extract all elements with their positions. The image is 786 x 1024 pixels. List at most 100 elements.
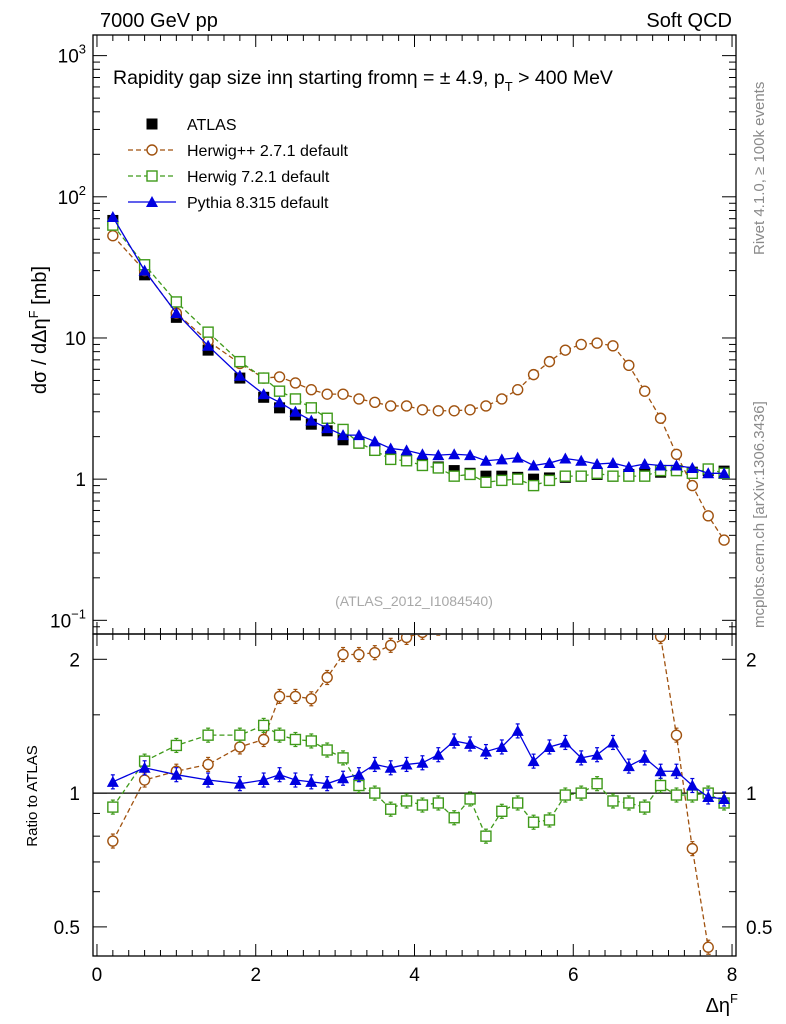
data-point-pythia-8-315-default [321, 777, 334, 789]
data-point-pythia-8-315-default [638, 458, 651, 470]
legend-label: Herwig++ 2.7.1 default [187, 143, 349, 160]
data-point-herwig-2-7-1-default [432, 405, 445, 417]
data-point-herwig-2-7-1-default [353, 393, 365, 405]
data-point-herwig-2-7-1-default [511, 384, 524, 396]
data-point-pythia-8-315-default [432, 449, 445, 461]
data-point-herwig-7-2-1-default [623, 797, 635, 809]
legend-item-herwig-7-2-1-default: Herwig 7.2.1 default [128, 169, 330, 186]
data-point-pythia-8-315-default [702, 790, 715, 802]
data-point-pythia-8-315-default [233, 777, 246, 789]
data-point-atlas [528, 473, 540, 485]
data-point-herwig-2-7-1-default [702, 941, 714, 953]
data-point-herwig-2-7-1-default [448, 405, 460, 417]
data-point-pythia-8-315-default [138, 761, 151, 773]
data-point-pythia-8-315-default [305, 775, 318, 787]
legend-item-atlas: ATLAS [146, 117, 237, 134]
data-point-herwig-2-7-1-default [480, 400, 492, 412]
legend-item-herwig-2-7-1-default: Herwig++ 2.7.1 default [128, 143, 349, 160]
data-point-herwig-7-2-1-default [670, 789, 683, 801]
data-point-herwig-2-7-1-default [321, 671, 333, 684]
data-point-herwig-7-2-1-default [289, 393, 302, 405]
series-herwig-2-7-1-default [107, 600, 714, 955]
data-point-herwig-7-2-1-default [273, 385, 286, 397]
data-point-pythia-8-315-default [686, 461, 699, 473]
data-point-herwig-2-7-1-default [591, 337, 603, 349]
data-point-herwig-7-2-1-default [337, 752, 349, 764]
legend-label: Herwig 7.2.1 default [187, 169, 330, 186]
data-point-atlas [274, 402, 286, 414]
data-point-herwig-2-7-1-default [107, 230, 119, 242]
data-point-pythia-8-315-default [622, 460, 635, 472]
data-point-pythia-8-315-default [170, 307, 183, 319]
data-point-pythia-8-315-default [654, 765, 667, 777]
data-point-herwig-2-7-1-default [289, 690, 302, 703]
data-point-herwig-2-7-1-default [305, 384, 318, 396]
data-point-pythia-8-315-default [702, 467, 715, 479]
data-point-pythia-8-315-default [495, 453, 508, 465]
data-point-herwig-7-2-1-default [432, 462, 445, 474]
data-point-pythia-8-315-default [511, 451, 524, 463]
data-point-herwig-7-2-1-default [257, 719, 270, 732]
data-point-pythia-8-315-default [273, 396, 286, 408]
data-point-herwig-2-7-1-default [718, 534, 730, 546]
data-point-pythia-8-315-default [591, 458, 604, 470]
data-point-herwig-7-2-1-default [527, 479, 540, 492]
data-point-herwig-7-2-1-default [202, 729, 214, 741]
data-point-pythia-8-315-default [170, 768, 183, 780]
data-point-herwig-7-2-1-default [305, 735, 318, 747]
data-point-herwig-2-7-1-default [624, 611, 634, 621]
series-atlas [107, 214, 730, 485]
data-point-herwig-7-2-1-default [305, 402, 318, 414]
data-point-herwig-7-2-1-default [480, 476, 492, 488]
legend-marker [146, 118, 158, 130]
data-point-pythia-8-315-default [654, 459, 667, 471]
data-point-herwig-7-2-1-default [464, 468, 476, 481]
y-tick-label: 103 [58, 42, 86, 68]
data-point-herwig-7-2-1-default [559, 470, 572, 482]
data-point-herwig-7-2-1-default [234, 729, 246, 741]
data-point-pythia-8-315-default [257, 774, 270, 786]
data-point-herwig-7-2-1-default [575, 470, 587, 482]
data-point-pythia-8-315-default [384, 442, 397, 454]
data-point-pythia-8-315-default [416, 448, 429, 460]
legend-item-pythia-8-315-default: Pythia 8.315 default [128, 195, 329, 212]
legend-marker [146, 196, 158, 207]
data-point-herwig-7-2-1-default [432, 797, 445, 809]
data-point-pythia-8-315-default [448, 734, 461, 746]
x-tick-label: 2 [250, 965, 261, 986]
data-point-herwig-2-7-1-default [686, 479, 699, 492]
data-point-herwig-2-7-1-default [496, 393, 508, 405]
data-point-pythia-8-315-default [368, 435, 381, 447]
data-point-pythia-8-315-default [202, 339, 215, 351]
data-point-herwig-7-2-1-default [400, 795, 413, 807]
data-point-herwig-2-7-1-default [497, 604, 507, 614]
data-point-pythia-8-315-default [670, 765, 683, 777]
data-point-pythia-8-315-default [511, 724, 524, 736]
data-point-pythia-8-315-default [289, 774, 302, 786]
data-point-herwig-2-7-1-default [686, 842, 699, 855]
data-point-pythia-8-315-default [337, 772, 350, 784]
x-tick-label: 6 [568, 965, 579, 986]
data-point-pythia-8-315-default [464, 449, 477, 461]
data-point-herwig-2-7-1-default [202, 758, 214, 771]
data-point-herwig-7-2-1-default [480, 830, 492, 842]
data-point-herwig-7-2-1-default [511, 797, 524, 809]
data-point-herwig-2-7-1-default [702, 510, 714, 522]
data-point-atlas [480, 470, 492, 482]
x-tick-label: 4 [409, 965, 420, 986]
data-point-herwig-2-7-1-default [234, 741, 246, 753]
rivet-label: Rivet 4.1.0, ≥ 100k events [751, 82, 768, 255]
data-point-pythia-8-315-default [575, 751, 588, 763]
data-point-herwig-2-7-1-default [273, 371, 286, 383]
data-point-herwig-2-7-1-default [654, 412, 667, 424]
data-point-herwig-7-2-1-default [289, 733, 302, 746]
data-point-herwig-7-2-1-default [607, 795, 619, 807]
data-point-herwig-2-7-1-default [543, 355, 556, 368]
data-point-herwig-2-7-1-default [369, 646, 381, 659]
data-point-herwig-7-2-1-default [273, 729, 286, 741]
data-point-herwig-7-2-1-default [448, 812, 460, 824]
y-tick-label: 1 [75, 470, 86, 491]
data-point-pythia-8-315-default [527, 755, 540, 767]
data-point-pythia-8-315-default [479, 745, 492, 757]
data-point-herwig-2-7-1-default [529, 600, 539, 610]
